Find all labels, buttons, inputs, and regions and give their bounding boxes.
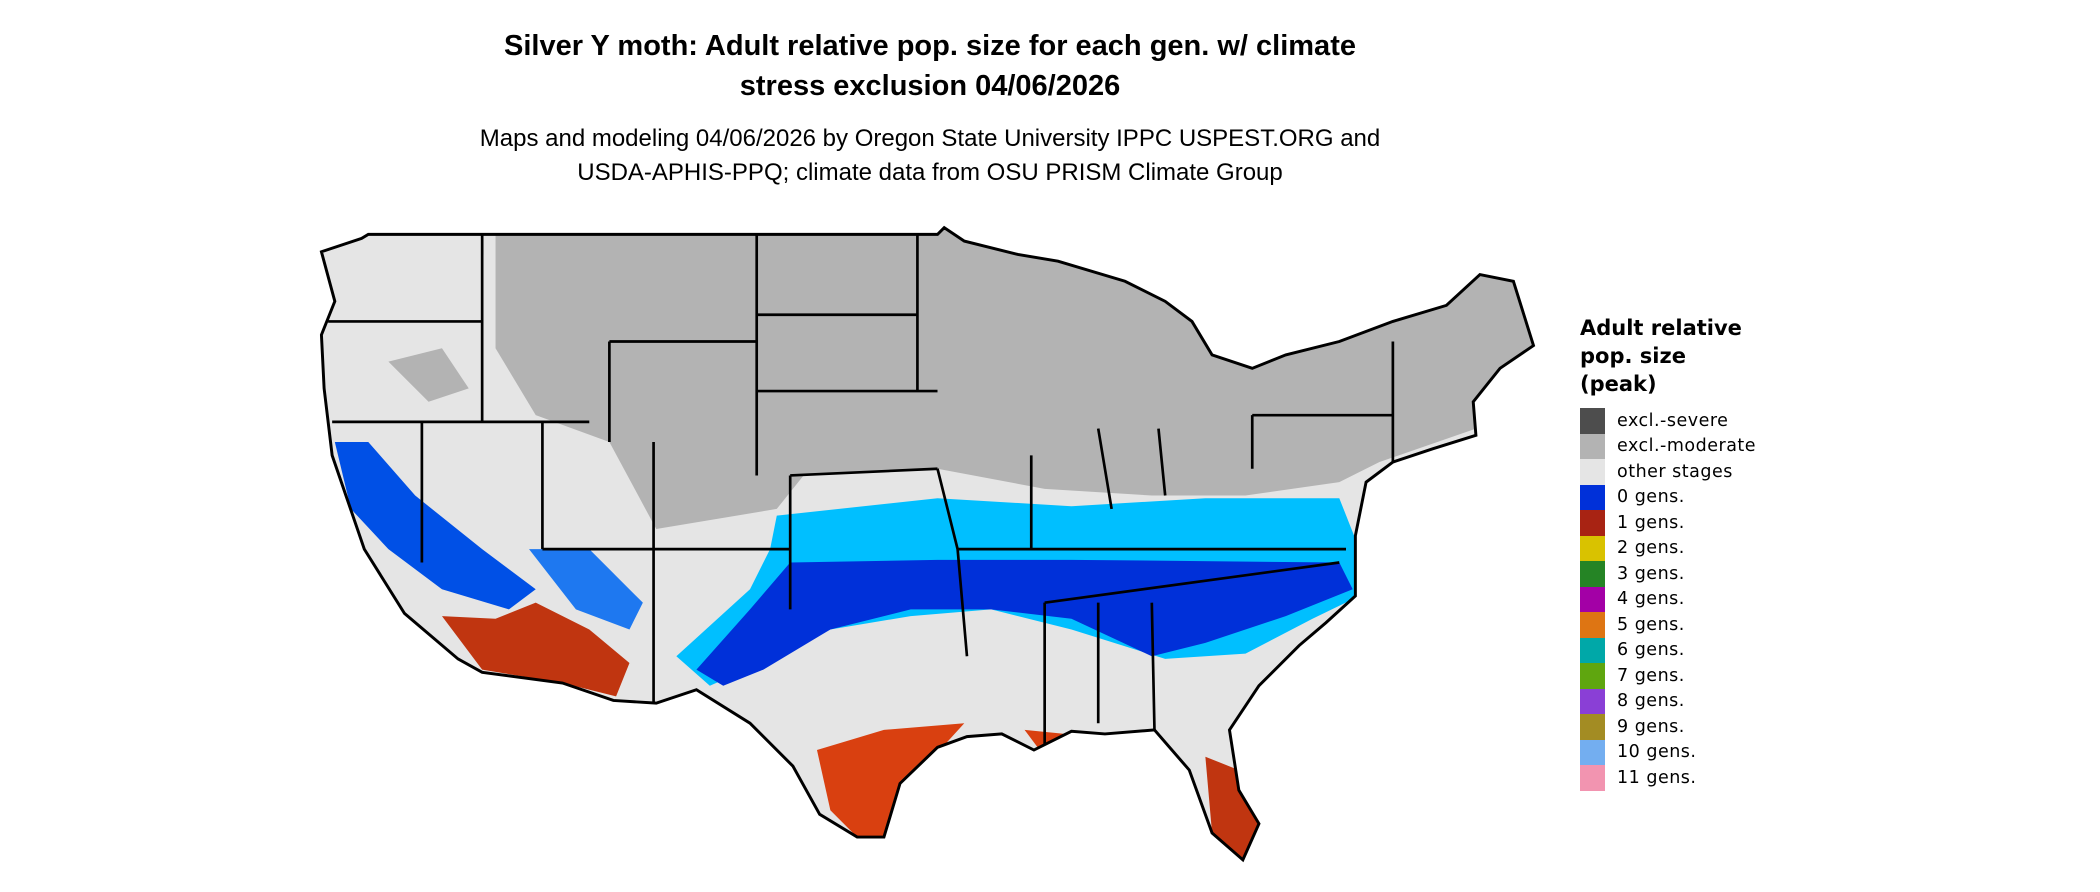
- legend-label: 6 gens.: [1617, 640, 1685, 661]
- map-subtitle-line2: USDA-APHIS-PPQ; climate data from OSU PR…: [577, 159, 1283, 186]
- legend-swatch: [1580, 433, 1605, 459]
- legend-title: Adult relative pop. size (peak): [1580, 314, 1756, 398]
- legend-label: 4 gens.: [1617, 589, 1685, 610]
- legend-swatch: [1580, 586, 1605, 612]
- legend-swatch: [1580, 459, 1605, 485]
- zero-gens-arizona-region: [529, 549, 643, 630]
- state-borders: [328, 234, 1395, 751]
- legend-label: 0 gens.: [1617, 487, 1685, 508]
- legend-swatch: [1580, 612, 1605, 638]
- map-title-line1: Silver Y moth: Adult relative pop. size …: [504, 30, 1356, 62]
- legend-item: 8 gens.: [1580, 688, 1756, 714]
- legend-label: excl.-severe: [1617, 410, 1729, 431]
- legend-swatch: [1580, 765, 1605, 791]
- legend-item: other stages: [1580, 459, 1756, 485]
- legend: Adult relative pop. size (peak) excl.-se…: [1580, 314, 1756, 791]
- one-gens-florida-region: [1205, 756, 1259, 860]
- legend-label: 9 gens.: [1617, 716, 1685, 737]
- legend-title-line: (peak): [1580, 372, 1657, 396]
- legend-item: excl.-moderate: [1580, 433, 1757, 459]
- map-title-line2: stress exclusion 04/06/2026: [739, 70, 1121, 102]
- legend-swatch: [1580, 535, 1605, 561]
- legend-label: 8 gens.: [1617, 691, 1685, 712]
- legend-item: 3 gens.: [1580, 561, 1756, 587]
- legend-label: other stages: [1617, 461, 1733, 482]
- legend-item: 2 gens.: [1580, 535, 1756, 561]
- legend-item: 7 gens.: [1580, 663, 1756, 689]
- legend-swatch: [1580, 663, 1605, 689]
- zero-gens-region: [696, 559, 1353, 686]
- map-subtitle-line1: Maps and modeling 04/06/2026 by Oregon S…: [479, 125, 1381, 152]
- legend-swatch: [1580, 510, 1605, 536]
- legend-item: 5 gens.: [1580, 612, 1756, 638]
- legend-label: 1 gens.: [1617, 512, 1685, 533]
- legend-swatch: [1580, 739, 1605, 765]
- legend-swatch: [1580, 688, 1605, 714]
- legend-item: 4 gens.: [1580, 586, 1756, 612]
- legend-item: 0 gens.: [1580, 484, 1756, 510]
- legend-item: excl.-severe: [1580, 408, 1756, 434]
- legend-swatch: [1580, 714, 1605, 740]
- legend-swatch: [1580, 408, 1605, 434]
- legend-item: 11 gens.: [1580, 765, 1756, 791]
- legend-label: 7 gens.: [1617, 665, 1685, 686]
- legend-label: 5 gens.: [1617, 614, 1685, 635]
- legend-label: 10 gens.: [1617, 742, 1697, 763]
- one-gens-texas-region: [816, 723, 965, 838]
- legend-swatch: [1580, 637, 1605, 663]
- legend-label: excl.-moderate: [1617, 436, 1757, 457]
- legend-item: 6 gens.: [1580, 637, 1756, 663]
- legend-label: 3 gens.: [1617, 563, 1685, 584]
- excl-moderate-region-west: [388, 348, 469, 402]
- legend-label: 11 gens.: [1617, 767, 1697, 788]
- legend-item: 1 gens.: [1580, 510, 1756, 536]
- legend-label: 2 gens.: [1617, 538, 1685, 559]
- legend-item: 9 gens.: [1580, 714, 1756, 740]
- zero-gens-california-region: [334, 441, 536, 610]
- legend-item: 10 gens.: [1580, 739, 1756, 765]
- legend-swatch: [1580, 484, 1605, 510]
- legend-title-line: pop. size: [1580, 344, 1686, 368]
- legend-title-line: Adult relative: [1580, 316, 1742, 340]
- legend-swatch: [1580, 561, 1605, 587]
